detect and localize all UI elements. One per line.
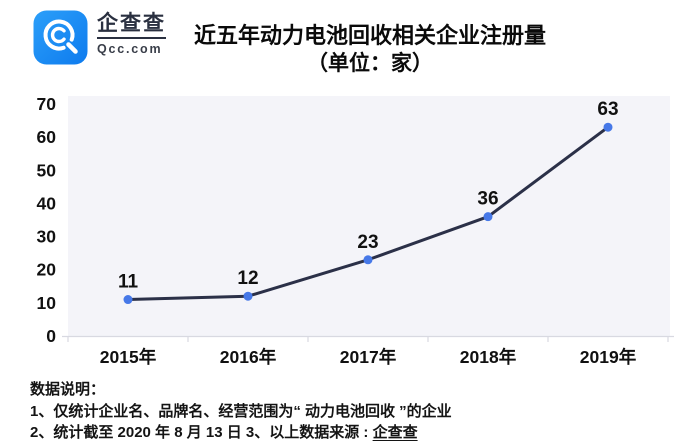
page-subtitle: （单位：家） xyxy=(307,52,433,75)
y-tick-label: 40 xyxy=(37,193,57,213)
y-tick-label: 60 xyxy=(37,127,57,147)
footnote-line1: 1、仅统计企业名、品牌名、经营范围为“ 动力电池回收 ”的企业 xyxy=(30,402,452,420)
qcc-logo-domain: Qcc.com xyxy=(97,42,163,56)
footnotes: 数据说明： 1、仅统计企业名、品牌名、经营范围为“ 动力电池回收 ”的企业 2、… xyxy=(30,379,690,444)
x-tick-label: 2016年 xyxy=(220,347,277,367)
y-tick-label: 30 xyxy=(37,227,57,247)
y-tick-label: 10 xyxy=(37,293,57,313)
data-label: 12 xyxy=(237,268,258,289)
x-tick-label: 2015年 xyxy=(100,347,157,367)
y-tick-label: 0 xyxy=(46,326,56,346)
line-chart-svg: 0 10 20 30 40 50 60 70 2015年 2016年 2017年 2018年 2019年… xyxy=(37,95,674,367)
footnote-heading: 数据说明： xyxy=(30,381,106,398)
data-label: 23 xyxy=(357,232,378,253)
data-label: 36 xyxy=(477,189,498,210)
data-label: 11 xyxy=(118,272,139,293)
page-title: 近五年动力电池回收相关企业注册量 xyxy=(193,23,546,48)
data-point xyxy=(483,212,493,222)
y-tick-label: 50 xyxy=(37,160,57,180)
qcc-logo-name: 企查查 xyxy=(97,13,166,39)
qcc-logo-icon xyxy=(33,10,88,65)
line-chart: 0 10 20 30 40 50 60 70 2015年 2016年 2017年 2018年 2019年… xyxy=(0,95,700,385)
x-tick-label: 2018年 xyxy=(460,347,517,367)
x-tick-label: 2017年 xyxy=(340,347,397,367)
data-source-name: 企查查 xyxy=(372,424,418,441)
data-point xyxy=(603,122,613,132)
data-label: 63 xyxy=(597,99,618,120)
qcc-logo-wordmark: 企查查 Qcc.com xyxy=(97,10,166,56)
footnote-line2-prefix: 2、统计截至 2020 年 8 月 13 日 3、以上数据来源 : xyxy=(30,424,373,441)
data-point xyxy=(123,295,133,305)
data-point xyxy=(363,255,373,265)
plot-area xyxy=(68,96,670,336)
qcc-logo: 企查查 Qcc.com xyxy=(33,10,166,65)
y-tick-label: 70 xyxy=(37,95,57,114)
data-point xyxy=(243,291,253,301)
x-tick-label: 2019年 xyxy=(580,347,637,367)
title-block: 近五年动力电池回收相关企业注册量 （单位：家） xyxy=(160,21,580,77)
y-tick-label: 20 xyxy=(37,260,57,280)
footnote-line2: 2、统计截至 2020 年 8 月 13 日 3、以上数据来源 : 企查查 xyxy=(30,422,690,444)
